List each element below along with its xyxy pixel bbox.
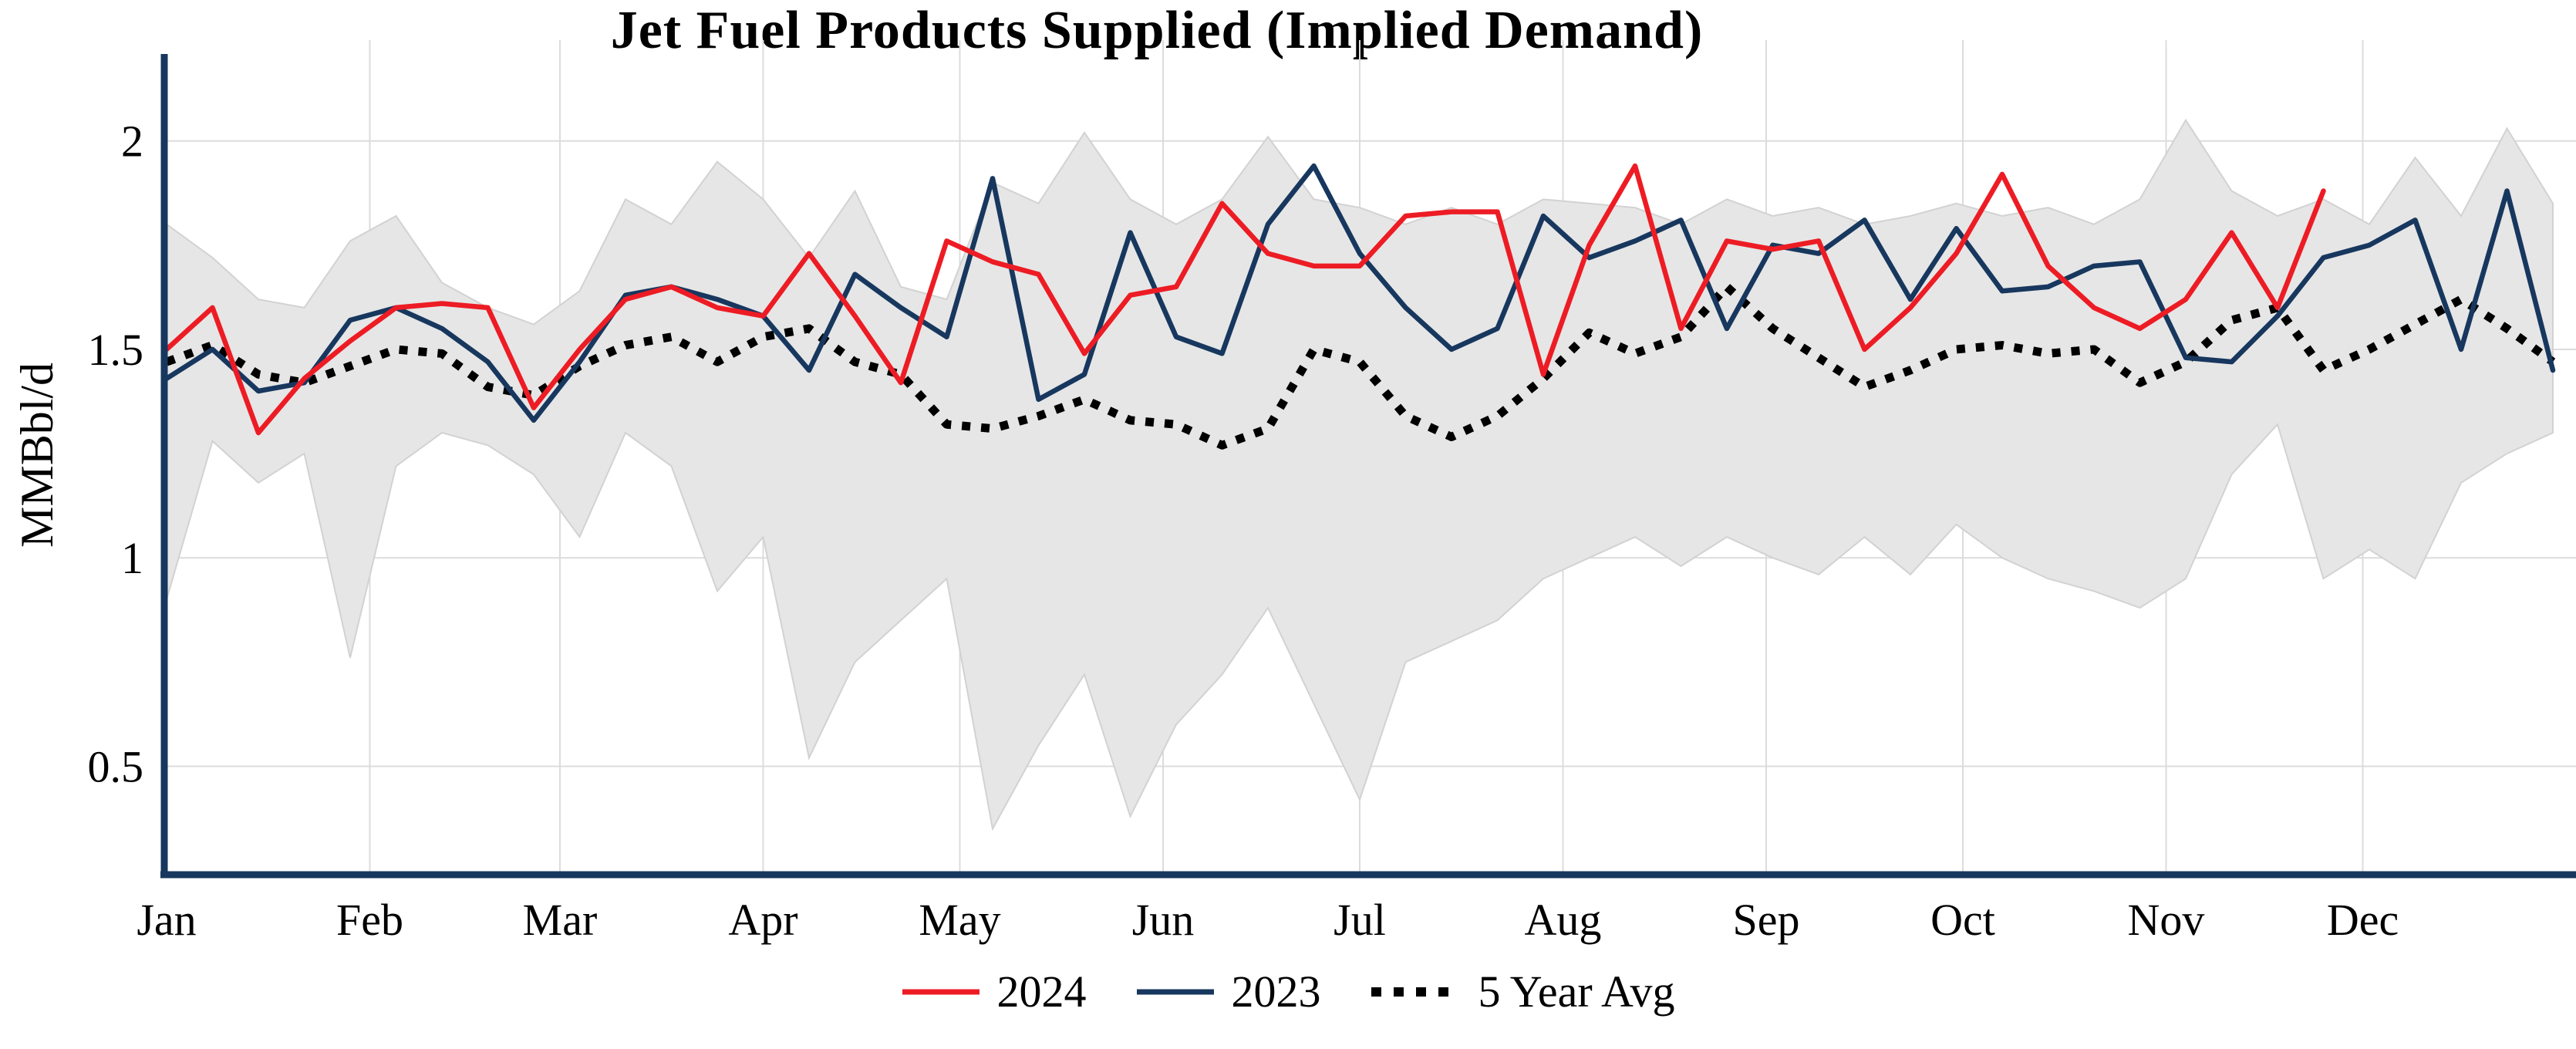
x-tick-label: Dec <box>2327 895 2399 945</box>
dotted-line-swatch <box>1371 987 1462 997</box>
chart-title: Jet Fuel Products Supplied (Implied Dema… <box>610 1 1704 60</box>
legend-item-5yr-avg: 5 Year Avg <box>1370 966 1675 1017</box>
y-tick-label: 0.5 <box>88 741 144 791</box>
legend-item-2024: 2024 <box>901 966 1086 1017</box>
x-tick-label: Feb <box>336 895 403 945</box>
x-tick-label: Nov <box>2128 895 2205 945</box>
x-tick-label: Mar <box>523 895 598 945</box>
series-line-2023 <box>164 163 2556 423</box>
x-tick-label: Sep <box>1733 895 1800 945</box>
x-tick-label: Aug <box>1525 895 1602 945</box>
legend-label-2024: 2024 <box>996 966 1087 1017</box>
y-tick-label: 1.5 <box>88 325 144 375</box>
legend-item-2023: 2023 <box>1135 966 1320 1017</box>
x-tick-label: Jun <box>1132 895 1195 945</box>
x-tick-label: Apr <box>728 895 797 945</box>
chart-legend: 2024 2023 5 Year Avg <box>0 966 2576 1017</box>
x-tick-label: May <box>919 895 1000 945</box>
range-band <box>166 118 2554 831</box>
x-tick-label: Jan <box>137 895 196 945</box>
y-tick-label: 1 <box>121 533 143 583</box>
red-line-swatch <box>902 989 980 994</box>
legend-label-2023: 2023 <box>1231 966 1321 1017</box>
x-tick-label: Oct <box>1930 895 1995 945</box>
navy-line-swatch <box>1137 989 1215 994</box>
x-tick-label: Jul <box>1334 895 1386 945</box>
y-tick-label: 2 <box>121 116 143 167</box>
series-line-2024 <box>164 163 2326 436</box>
legend-label-5yr-avg: 5 Year Avg <box>1478 966 1675 1017</box>
